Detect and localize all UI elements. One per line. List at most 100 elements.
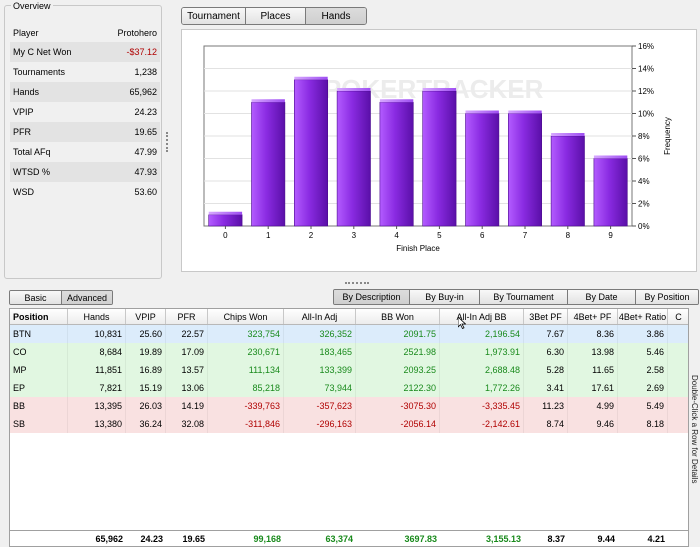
table-cell: 11,851 [68,361,126,379]
tab-hands[interactable]: Hands [306,8,366,24]
table-cell: 5.46 [618,343,668,361]
table-cell: 16.89 [126,361,166,379]
tab-tournament[interactable]: Tournament [182,8,246,24]
y-tick-label: 12% [638,87,654,96]
table-cell: -2,142.61 [440,415,524,433]
group-tabbar: By Description By Buy-in By Tournament B… [333,289,699,305]
table-cell: 323,754 [208,325,284,343]
side-hint-text: Double-Click a Row for Details [690,375,699,484]
total-cell: 19.65 [182,533,205,544]
mouse-cursor-icon [458,317,466,329]
table-cell: 2,196.54 [440,325,524,343]
table-cell: 326,352 [284,325,356,343]
table-cell: 230,671 [208,343,284,361]
total-cell: 9.44 [597,533,615,544]
tab-by-position[interactable]: By Position [636,290,698,304]
column-header[interactable]: C [668,309,688,324]
bar [550,135,585,227]
x-tick-label: 1 [266,231,271,240]
total-cell: 65,962 [95,533,123,544]
column-header[interactable]: 4Bet+ PF [568,309,618,324]
overview-row-value: 47.99 [134,147,157,157]
total-cell: 3,155.13 [485,533,521,544]
bar [465,113,500,227]
column-header[interactable]: Chips Won [208,309,284,324]
position-stats-table: Position Hands VPIP PFR Chips Won All-In Adj B… [9,308,689,547]
y-tick-label: 2% [638,200,650,209]
tab-by-tournament[interactable]: By Tournament [480,290,568,304]
table-row[interactable]: EP 7,821 15.19 13.06 85,218 73,944 2122.30 1,77… [10,379,688,397]
tab-by-buyin[interactable]: By Buy-in [410,290,480,304]
table-cell: 8.36 [568,325,618,343]
table-totals-row: 65,962 24.23 19.65 99,168 63,374 3697.83 3,155… [10,530,688,546]
side-hint: Double-Click a Row for Details [688,375,700,535]
bar [508,113,542,227]
table-row[interactable]: MP 11,851 16.89 13.57 111,134 133,399 2093.25 2… [10,361,688,379]
x-tick-label: 8 [566,231,571,240]
column-header[interactable]: All-In Adj [284,309,356,324]
table-cell: 2.58 [618,361,668,379]
bar-top [551,133,585,136]
bar [208,214,243,227]
x-tick-label: 4 [394,231,399,240]
table-cell: BTN [10,325,68,343]
horizontal-splitter[interactable] [345,282,369,284]
overview-row-value: 24.23 [134,107,157,117]
column-header[interactable]: 3Bet PF [524,309,568,324]
basic-button[interactable]: Basic [10,291,62,304]
overview-header-label: Player [13,28,39,38]
table-cell: SB [10,415,68,433]
table-cell: -3,335.45 [440,397,524,415]
overview-title: Overview [11,1,53,11]
x-tick-label: 2 [309,231,314,240]
tab-by-date[interactable]: By Date [568,290,636,304]
overview-header-player: Protohero [117,28,157,38]
table-cell: 133,399 [284,361,356,379]
overview-panel: Overview Player Protohero My C Net Won -$… [4,1,162,279]
bar-top [465,110,499,114]
column-header[interactable]: All-In Adj BB [440,309,524,324]
total-cell: 99,168 [253,533,281,544]
column-header[interactable]: BB Won [356,309,440,324]
column-header[interactable]: VPIP [126,309,166,324]
table-cell: 2521.98 [356,343,440,361]
total-cell: 4.21 [647,533,665,544]
table-row[interactable]: BTN 10,831 25.60 22.57 323,754 326,352 2091.75… [10,325,688,343]
table-cell: -339,763 [208,397,284,415]
table-row[interactable]: BB 13,395 26.03 14.19 -339,763 -357,623 -3075.… [10,397,688,415]
column-header[interactable]: Hands [68,309,126,324]
column-header[interactable]: PFR [166,309,208,324]
overview-row: Hands 65,962 [10,82,160,102]
table-cell: 22.57 [166,325,208,343]
finish-place-chart: 0%2%4%6%8%10%12%14%16%POKERTRACKER012345… [181,29,697,272]
table-cell: 26.03 [126,397,166,415]
table-cell: 3.41 [524,379,568,397]
overview-row: WSD 53.60 [10,182,160,202]
table-row[interactable]: CO 8,684 19.89 17.09 230,671 183,465 2521.98 1,… [10,343,688,361]
table-row[interactable]: SB 13,380 36.24 32.08 -311,846 -296,163 -2056.… [10,415,688,433]
table-cell: 3.86 [618,325,668,343]
tab-places[interactable]: Places [246,8,306,24]
x-tick-label: 7 [523,231,528,240]
table-cell: 2,688.48 [440,361,524,379]
table-cell: 2091.75 [356,325,440,343]
overview-row: VPIP 24.23 [10,102,160,122]
overview-row: My C Net Won -$37.12 [10,42,160,62]
column-header[interactable]: Position [10,309,68,324]
table-cell: 10,831 [68,325,126,343]
table-cell: 5.49 [618,397,668,415]
vertical-splitter[interactable] [166,132,168,152]
bar [336,90,371,227]
bar-top [337,88,371,91]
table-cell: 25.60 [126,325,166,343]
overview-row: PFR 19.65 [10,122,160,142]
advanced-button[interactable]: Advanced [62,291,112,304]
table-cell: -357,623 [284,397,356,415]
column-header[interactable]: 4Bet+ Ratio [618,309,668,324]
tab-by-description[interactable]: By Description [334,290,410,304]
table-cell: 85,218 [208,379,284,397]
table-cell: 111,134 [208,361,284,379]
total-cell: 63,374 [325,533,353,544]
overview-row-value: 19.65 [134,127,157,137]
x-axis-label: Finish Place [396,244,440,253]
